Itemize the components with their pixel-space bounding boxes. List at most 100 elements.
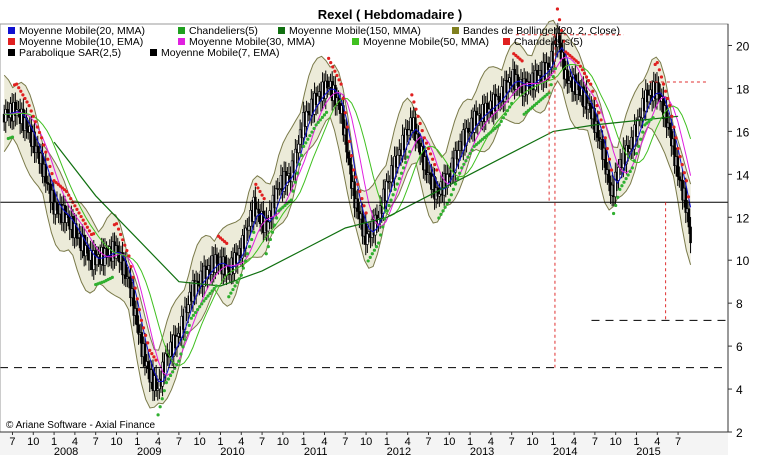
sar-dot-red xyxy=(364,211,368,215)
sar-dot-green xyxy=(404,160,408,165)
sar-dot-green xyxy=(620,184,624,188)
sar-dot-green xyxy=(526,109,530,113)
candle-body xyxy=(353,181,356,209)
sar-dot-red xyxy=(686,195,691,199)
x-year-label: 2010 xyxy=(220,446,244,455)
sar-dot-red xyxy=(339,82,343,86)
sar-dot-green xyxy=(227,295,231,299)
sar-dot-red xyxy=(343,111,347,115)
sar-dot-red xyxy=(73,204,77,208)
sar-dot-green xyxy=(539,98,543,102)
legend-swatch xyxy=(8,27,15,34)
sar-dot-green xyxy=(480,137,485,141)
candle-body xyxy=(36,145,40,153)
sar-dot-green xyxy=(491,128,495,132)
sar-dot-red xyxy=(137,308,141,312)
sar-dot-red xyxy=(131,275,135,279)
candle-body xyxy=(215,254,219,264)
sar-dot-red xyxy=(150,352,154,356)
candle-body xyxy=(638,116,641,120)
sar-dot-green xyxy=(314,123,318,127)
candle-body xyxy=(65,214,68,223)
sar-dot-green xyxy=(476,141,480,145)
candle-body xyxy=(297,143,300,154)
sar-dot-red xyxy=(333,69,337,73)
sar-dot-green xyxy=(266,245,270,249)
sar-dot-red xyxy=(31,114,35,118)
sar-dot-green xyxy=(651,116,655,120)
sar-dot-red xyxy=(62,188,67,192)
sar-dot-red xyxy=(360,197,364,201)
sar-dot-green xyxy=(470,148,474,152)
candle-body xyxy=(516,74,520,86)
sar-dot-red xyxy=(44,150,48,154)
sar-dot-green xyxy=(530,105,535,109)
sar-dot-red xyxy=(576,61,580,65)
candle-body xyxy=(345,127,348,153)
sar-dot-green xyxy=(285,202,289,206)
sar-dot-green xyxy=(196,308,200,312)
sar-dot-green xyxy=(451,187,456,191)
sar-dot-red xyxy=(35,125,40,129)
candle-body xyxy=(607,169,611,183)
sar-dot-red xyxy=(123,243,127,247)
sar-dot-red xyxy=(595,104,599,108)
sar-dot-green xyxy=(551,75,555,79)
sar-dot-green xyxy=(456,177,460,181)
sar-dot-green xyxy=(447,198,451,202)
sar-dot-green xyxy=(510,101,514,106)
candle-body xyxy=(326,80,329,89)
sar-dot-red xyxy=(146,341,150,345)
sar-dot-green xyxy=(472,144,476,148)
candle-body xyxy=(129,277,132,299)
y-tick-label: 12 xyxy=(736,211,750,225)
chart-legend: Moyenne Mobile(20, MMA) Chandeliers(5) Moy… xyxy=(8,25,620,59)
sar-dot-green xyxy=(322,113,327,117)
sar-dot-green xyxy=(389,198,393,202)
sar-dot-green xyxy=(185,330,189,335)
sar-dot-green xyxy=(460,166,464,170)
legend-label: Chandeliers(5) xyxy=(189,25,258,37)
sar-dot-green xyxy=(110,275,114,279)
sar-dot-green xyxy=(264,252,268,256)
legend-label: Moyenne Mobile(150, MMA) xyxy=(289,25,421,37)
sar-dot-red xyxy=(580,68,585,72)
sar-dot-red xyxy=(555,7,560,11)
sar-dot-red xyxy=(125,248,129,253)
candle-body xyxy=(286,175,289,186)
sar-dot-green xyxy=(318,118,322,122)
sar-dot-green xyxy=(381,225,385,229)
bollinger-band-fill xyxy=(4,20,691,409)
sar-dot-green xyxy=(624,177,628,181)
candle-body xyxy=(546,62,550,70)
sar-dot-green xyxy=(614,203,618,208)
sar-dot-red xyxy=(518,57,522,61)
candle-body xyxy=(143,343,147,367)
sar-dot-green xyxy=(187,323,191,327)
sar-dot-green xyxy=(439,212,443,216)
sar-dot-green xyxy=(279,207,283,211)
x-year-label: 2009 xyxy=(137,446,161,455)
sar-dot-green xyxy=(281,205,285,209)
ma-20-line xyxy=(4,46,692,383)
candle-body xyxy=(476,114,480,126)
candle-body xyxy=(438,193,441,197)
sar-dot-red xyxy=(27,104,31,108)
sar-dot-red xyxy=(48,164,52,169)
sar-dot-red xyxy=(560,28,564,33)
sar-dot-red xyxy=(19,89,23,93)
sar-dot-red xyxy=(676,146,680,151)
candle-body xyxy=(585,90,588,110)
sar-dot-red xyxy=(584,75,589,79)
sar-dot-green xyxy=(229,291,233,295)
candle-body xyxy=(278,188,281,190)
candle-body xyxy=(614,171,617,198)
sar-dot-red xyxy=(680,163,684,167)
candle-body xyxy=(146,361,150,370)
legend-swatch xyxy=(178,38,185,45)
candle-body xyxy=(636,119,640,137)
sar-dot-red xyxy=(127,254,131,258)
sar-dot-green xyxy=(316,120,320,125)
sar-dot-red xyxy=(254,182,258,186)
sar-dot-green xyxy=(320,115,324,120)
